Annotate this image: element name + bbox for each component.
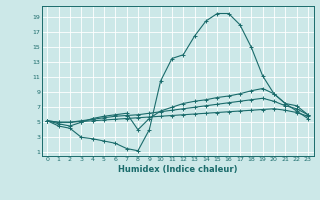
X-axis label: Humidex (Indice chaleur): Humidex (Indice chaleur) [118,165,237,174]
